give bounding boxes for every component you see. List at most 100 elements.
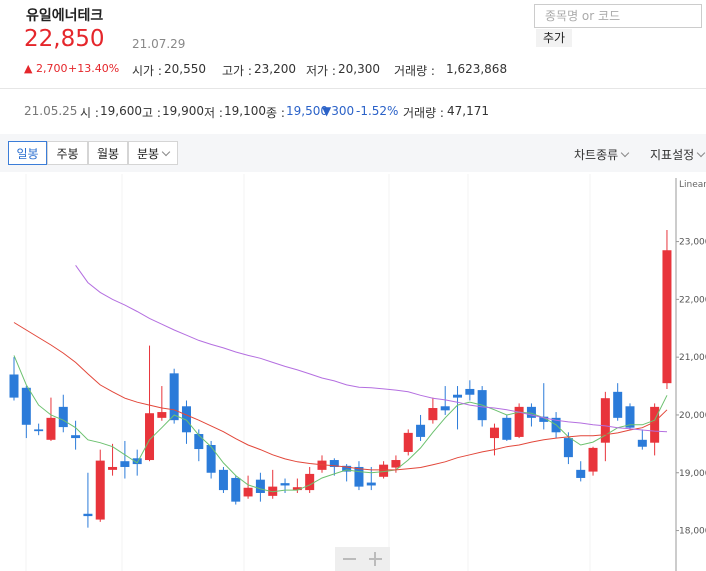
change: ▲ 2,700	[24, 62, 68, 75]
candle-body	[71, 435, 81, 439]
candle-body	[600, 398, 610, 443]
candle-body	[342, 465, 352, 472]
search-input[interactable]: 종목명 or 코드	[534, 4, 702, 28]
day-change-pct: -1.52%	[356, 104, 399, 118]
candle-body	[21, 387, 31, 425]
candle-body	[637, 439, 647, 447]
stat-label: 저가 :	[306, 64, 336, 78]
candle-body	[305, 473, 315, 491]
candle-body	[145, 413, 155, 461]
candle-body	[218, 469, 228, 491]
candle-body	[613, 391, 623, 418]
candle-body	[502, 417, 512, 440]
y-tick-label: 20,000	[679, 411, 706, 421]
moving-average	[75, 265, 668, 433]
candle-body	[9, 374, 19, 398]
day-value: 19,900	[162, 104, 204, 118]
date: 21.07.29	[132, 37, 186, 51]
volume-label: 거래량 :	[403, 106, 444, 120]
candle-body	[514, 406, 524, 437]
candle-body	[489, 427, 499, 439]
price: 22,850	[24, 26, 105, 52]
day-label: 고 :	[142, 106, 161, 120]
zoom-control[interactable]	[335, 547, 390, 571]
period-button[interactable]: 일봉	[8, 141, 47, 165]
candle-body	[280, 483, 290, 486]
candle-body	[453, 394, 463, 398]
day-date: 21.05.25	[24, 104, 78, 118]
zoom-in-bar	[374, 552, 376, 566]
change-pct: +13.40%	[68, 62, 120, 75]
volume: 47,171	[447, 104, 489, 118]
stat-value: 1,623,868	[446, 62, 508, 76]
add-button[interactable]: 추가	[536, 29, 572, 47]
stat-value: 20,300	[338, 62, 380, 76]
y-tick-label: 18,000	[679, 527, 706, 537]
day-label: 저 :	[204, 106, 223, 120]
candle-body	[34, 429, 44, 432]
period-button[interactable]: 분봉	[128, 141, 178, 165]
candle-body	[120, 461, 130, 467]
candle-body	[194, 434, 204, 450]
candle-body	[416, 424, 426, 437]
y-tick-label: 22,000	[679, 295, 706, 305]
day-value: 19,100	[224, 104, 266, 118]
day-label: 종 :	[266, 106, 285, 120]
candle-body	[539, 416, 549, 422]
zoom-out[interactable]	[343, 558, 356, 560]
candle-body	[354, 466, 364, 487]
scale-label: Linear	[679, 180, 706, 190]
candle-body	[83, 513, 93, 517]
candle-body	[662, 250, 672, 384]
period-button[interactable]: 주봉	[47, 141, 88, 165]
candle-body	[366, 482, 376, 486]
candle-body	[440, 406, 450, 411]
candle-body	[650, 406, 660, 443]
candle-body	[181, 406, 191, 433]
candle-body	[46, 417, 56, 440]
candle-body	[108, 466, 118, 470]
candle-body	[465, 388, 475, 395]
candle-body	[625, 406, 635, 428]
period-button[interactable]: 월봉	[88, 141, 128, 165]
menu[interactable]: 차트종류	[574, 146, 630, 163]
day-label: 시 :	[80, 106, 99, 120]
menu[interactable]: 지표설정	[650, 146, 706, 163]
day-change: ▼300	[322, 104, 355, 118]
y-tick-label: 19,000	[679, 469, 706, 479]
candle-body	[379, 464, 389, 477]
day-value: 19,600	[100, 104, 142, 118]
candle-body	[243, 487, 253, 497]
candle-body	[206, 445, 216, 473]
stat-label: 고가 :	[222, 64, 252, 78]
candle-body	[169, 373, 179, 421]
y-tick-label: 21,000	[679, 353, 706, 363]
candle-body	[95, 460, 105, 520]
y-tick-label: 23,000	[679, 238, 706, 248]
moving-average	[13, 355, 668, 493]
candle-body	[329, 460, 339, 467]
stat-label: 거래량 :	[394, 64, 435, 78]
candle-body	[526, 406, 536, 418]
candle-body	[292, 487, 302, 491]
candle-body	[58, 406, 68, 428]
candle-body	[428, 408, 438, 421]
moving-average	[13, 322, 668, 471]
candle-body	[157, 412, 167, 418]
candle-body	[132, 458, 142, 465]
divider	[0, 88, 706, 89]
candle-body	[255, 479, 265, 493]
stat-value: 23,200	[254, 62, 296, 76]
day-value: 19,500	[286, 104, 328, 118]
candle-body	[403, 432, 413, 452]
candle-body	[576, 469, 586, 478]
candle-body	[231, 477, 241, 502]
stat-label: 시가 :	[132, 64, 162, 78]
candle-body	[317, 460, 327, 470]
candle-body	[391, 460, 401, 468]
stat-value: 20,550	[164, 62, 206, 76]
candle-body	[268, 486, 278, 496]
candle-body	[563, 438, 573, 458]
